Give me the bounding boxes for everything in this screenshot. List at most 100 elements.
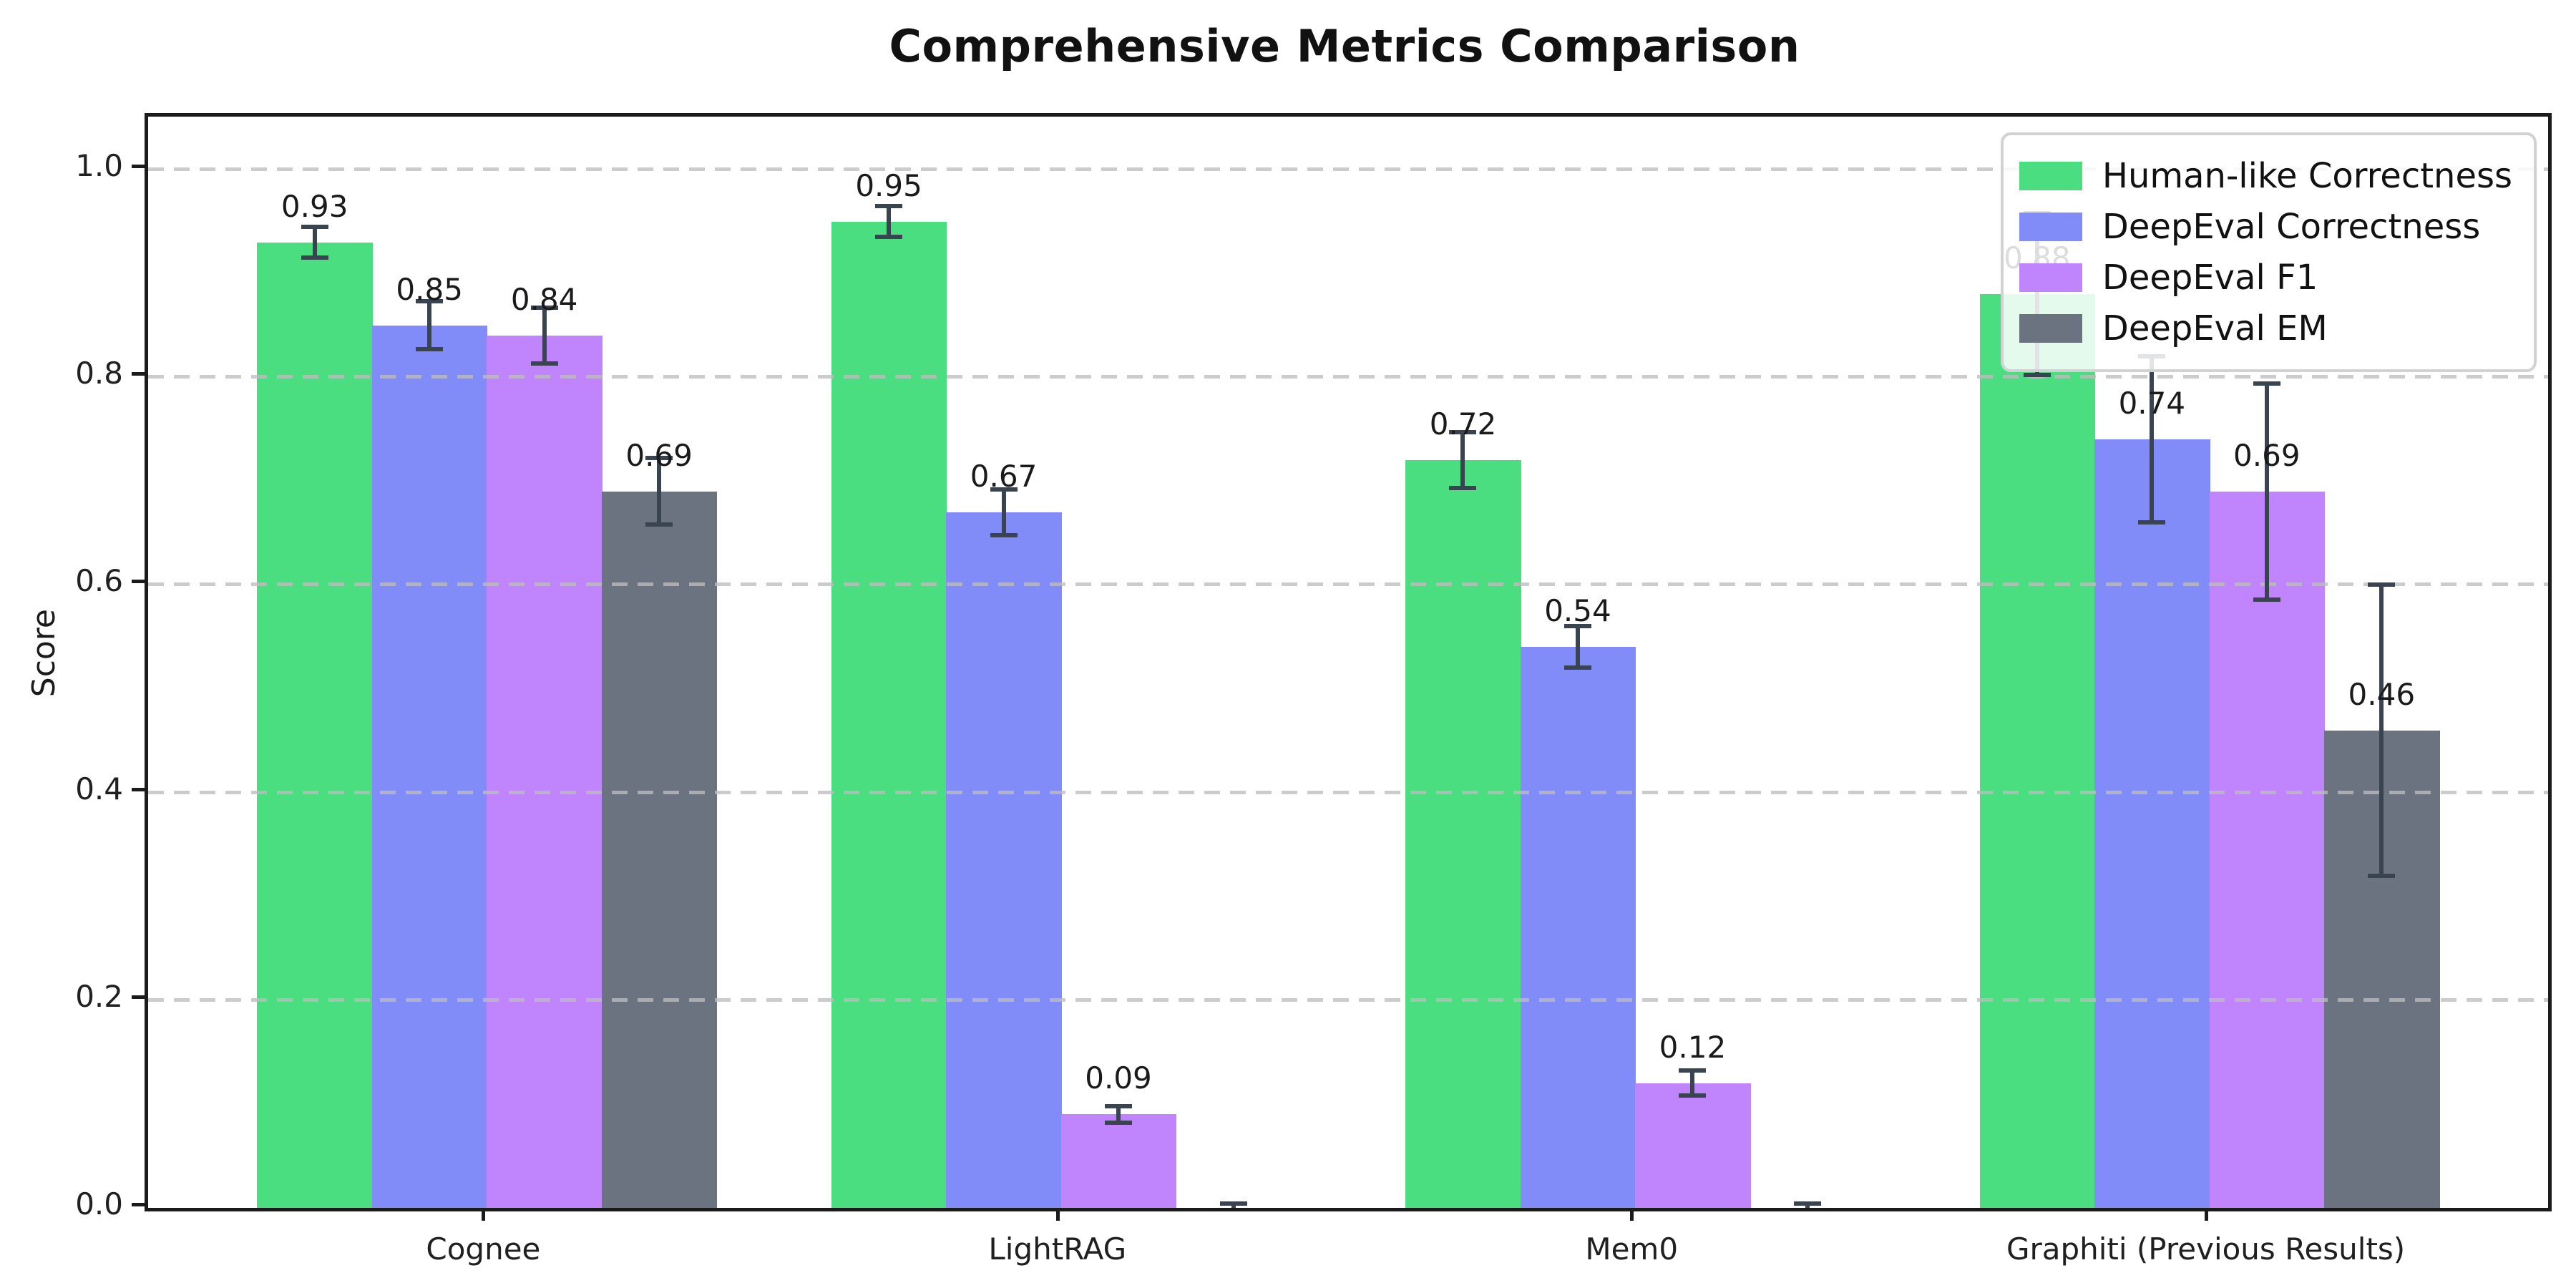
y-tick-mark (132, 372, 145, 376)
x-tick-label: Graphiti (Previous Results) (2006, 1231, 2406, 1267)
error-bar-cap-top (1793, 1201, 1821, 1206)
y-tick-label: 0.8 (75, 356, 123, 391)
x-tick-mark (1630, 1208, 1634, 1221)
bar-value-label: 0.69 (625, 437, 693, 473)
error-bar-cap-top (875, 203, 903, 208)
bar-deepeval-correctness (371, 325, 488, 1208)
y-axis-label: Score (26, 608, 62, 697)
error-bar (2150, 356, 2155, 523)
error-bar-cap-top (1219, 1201, 1247, 1206)
x-tick-mark (2204, 1208, 2208, 1221)
error-bar (1690, 1070, 1695, 1096)
y-tick-label: 0.0 (75, 1186, 123, 1221)
error-bar-cap-top (2253, 381, 2280, 386)
bar-value-label: 0.46 (2348, 676, 2416, 712)
y-tick-mark (132, 165, 145, 168)
legend-label: DeepEval EM (2102, 308, 2328, 348)
x-tick-label: Cognee (426, 1231, 541, 1267)
legend-item: DeepEval F1 (2019, 256, 2512, 299)
bar-value-label: 0.85 (396, 271, 463, 307)
bar-human-like-correctness (831, 221, 947, 1208)
bar-human-like-correctness (1405, 460, 1521, 1208)
error-bar-cap-top (645, 456, 673, 461)
legend-item: DeepEval EM (2019, 307, 2512, 350)
error-bar-cap-bottom (301, 255, 328, 260)
bar-deepeval-em (601, 491, 718, 1208)
error-bar (657, 458, 662, 525)
error-bar (312, 226, 317, 258)
error-bar (1575, 626, 1580, 668)
y-tick-mark (132, 1203, 145, 1206)
y-tick-label: 0.6 (75, 563, 123, 599)
error-bar-cap-bottom (530, 361, 558, 366)
legend-swatch (2019, 162, 2082, 190)
legend-swatch (2019, 263, 2082, 292)
error-bar (2379, 585, 2384, 876)
error-bar-cap-bottom (645, 522, 673, 527)
error-bar (1001, 489, 1006, 535)
error-bar-cap-top (1563, 624, 1591, 629)
error-bar-cap-bottom (1449, 486, 1477, 491)
error-bar-cap-bottom (2023, 373, 2051, 378)
legend-label: DeepEval Correctness (2102, 207, 2481, 247)
bar-deepeval-f1 (487, 336, 602, 1208)
error-bar-cap-bottom (990, 532, 1018, 537)
chart-title: Comprehensive Metrics Comparison (889, 20, 1800, 72)
x-tick-mark (1055, 1208, 1060, 1221)
y-tick-mark (132, 580, 145, 584)
bar-value-label: 0.09 (1085, 1060, 1152, 1096)
bar-value-label: 0.72 (1429, 406, 1497, 442)
bar-human-like-correctness (257, 242, 373, 1208)
error-bar (542, 308, 547, 364)
legend-label: Human-like Correctness (2102, 156, 2512, 196)
error-bar-cap-bottom (416, 347, 444, 352)
bar-value-label: 0.12 (1659, 1029, 1727, 1065)
error-bar-cap-top (1105, 1103, 1133, 1108)
error-bar-cap-bottom (1563, 665, 1591, 670)
bar-value-label: 0.95 (855, 167, 922, 203)
y-tick-mark (132, 787, 145, 791)
y-tick-label: 0.4 (75, 771, 123, 806)
legend-item: DeepEval Correctness (2019, 205, 2512, 248)
bar-value-label: 0.74 (2118, 386, 2186, 421)
bar-value-label: 0.93 (280, 188, 348, 224)
bar-value-label: 0.54 (1544, 593, 1611, 629)
legend-swatch (2019, 213, 2082, 241)
bar-deepeval-correctness (1520, 647, 1636, 1208)
y-tick-label: 1.0 (75, 148, 123, 183)
legend-item: Human-like Correctness (2019, 155, 2512, 197)
error-bar (2264, 383, 2269, 600)
error-bar-cap-top (990, 487, 1018, 492)
x-tick-label: LightRAG (988, 1231, 1127, 1267)
error-bar-cap-bottom (2368, 873, 2396, 878)
bar-human-like-correctness (1979, 294, 2096, 1208)
bar-deepeval-correctness (946, 512, 1062, 1208)
legend-swatch (2019, 314, 2082, 343)
error-bar-cap-top (2368, 582, 2396, 587)
error-bar (1460, 432, 1465, 489)
bar-deepeval-f1 (1635, 1083, 1751, 1208)
bar-deepeval-f1 (2209, 491, 2326, 1208)
y-tick-label: 0.2 (75, 978, 123, 1014)
error-bar (427, 301, 432, 350)
error-bar-cap-top (1679, 1068, 1707, 1073)
legend-label: DeepEval F1 (2102, 258, 2318, 298)
error-bar-cap-bottom (2253, 597, 2280, 602)
bar-value-label: 0.69 (2233, 437, 2301, 473)
bar-deepeval-correctness (2094, 439, 2210, 1208)
error-bar (1116, 1106, 1121, 1123)
error-bar-cap-bottom (1679, 1093, 1707, 1098)
error-bar-cap-top (1449, 430, 1477, 435)
bar-value-label: 0.84 (510, 282, 578, 318)
error-bar-cap-top (301, 224, 328, 229)
legend: Human-like Correctness DeepEval Correctne… (2000, 132, 2537, 372)
error-bar (887, 205, 892, 238)
bar-deepeval-f1 (1060, 1114, 1177, 1208)
error-bar-cap-bottom (1105, 1121, 1133, 1126)
error-bar-cap-bottom (2138, 520, 2166, 525)
error-bar-cap-bottom (875, 235, 903, 240)
plot-area: Human-like Correctness DeepEval Correctne… (145, 113, 2552, 1211)
x-tick-mark (482, 1208, 486, 1221)
error-bar-cap-top (416, 299, 444, 304)
